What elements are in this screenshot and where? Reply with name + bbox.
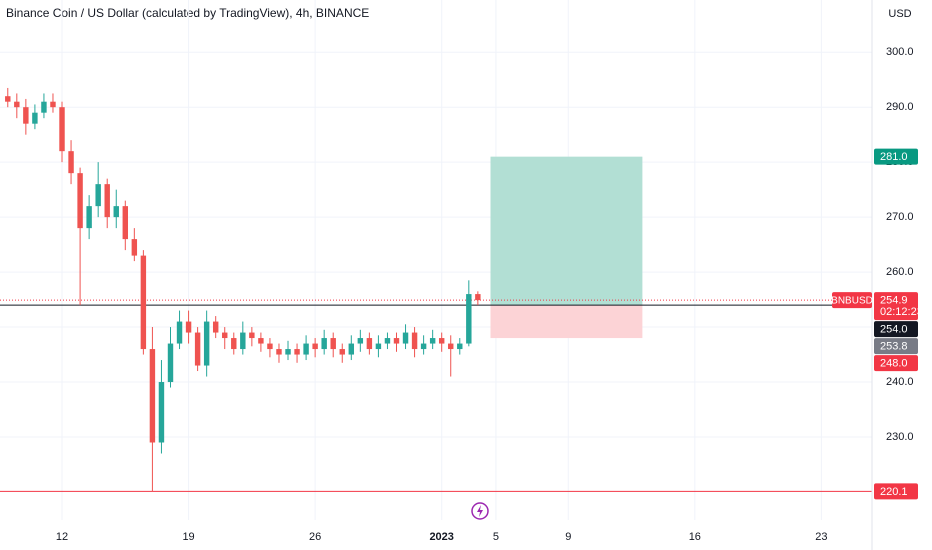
candle-body — [68, 151, 74, 174]
x-tick-label: 2023 — [429, 531, 453, 543]
candle-body — [294, 349, 300, 355]
candle-body — [86, 206, 92, 229]
candle-body — [158, 382, 165, 443]
candle-body — [41, 101, 47, 113]
candle-body — [167, 343, 174, 383]
candle-body — [375, 343, 382, 350]
stop-zone — [490, 305, 643, 339]
price-tag-label: 254.0 — [880, 324, 908, 336]
candle-body — [285, 349, 291, 355]
candle-body — [429, 338, 436, 344]
candle-body — [420, 343, 427, 350]
x-tick-label: 16 — [689, 531, 701, 543]
price-tag — [874, 355, 918, 372]
candle-body — [276, 349, 282, 355]
x-tick-label: 12 — [56, 531, 68, 543]
y-tick-label: 270.0 — [886, 211, 914, 223]
candle-body — [303, 343, 309, 355]
price-tag-label: 248.0 — [880, 358, 908, 370]
price-tag — [874, 321, 918, 338]
candle-body — [185, 321, 192, 333]
candle-body — [457, 343, 463, 350]
candle-body — [267, 343, 273, 350]
candle-body — [402, 332, 409, 344]
candle-body — [339, 349, 345, 355]
candle-body — [231, 338, 237, 350]
x-tick-label: 5 — [493, 531, 499, 543]
price-axis: 230.0240.0250.0260.0270.0280.0290.0300.0… — [56, 0, 923, 550]
candle-body — [194, 332, 201, 366]
candle-body — [240, 332, 246, 350]
candle-body — [330, 338, 336, 350]
price-tag-label: 220.1 — [880, 486, 908, 498]
candle-body — [312, 343, 318, 350]
candle-body — [258, 338, 264, 344]
candle-body — [203, 321, 210, 366]
candle-body — [59, 107, 65, 152]
candle-body — [149, 349, 156, 443]
candle-body — [348, 343, 355, 355]
candle-body — [14, 101, 20, 108]
candle-body — [113, 206, 119, 218]
y-tick-label: 230.0 — [886, 431, 914, 443]
candle-body — [448, 343, 454, 350]
candle-body — [475, 294, 481, 301]
symbol-tag — [832, 292, 872, 309]
x-tick-label: 26 — [309, 531, 321, 543]
x-tick-label: 9 — [565, 531, 571, 543]
price-tag — [874, 483, 918, 500]
grid — [0, 0, 872, 520]
candle-body — [321, 338, 327, 350]
candle-body — [131, 239, 138, 256]
price-tag — [874, 148, 918, 165]
candle-body — [393, 338, 400, 344]
candle-body — [466, 294, 472, 344]
candle-body — [104, 184, 110, 218]
candle-body — [249, 332, 255, 339]
y-tick-label: 290.0 — [886, 101, 914, 113]
candle-body — [95, 184, 101, 207]
candle-body — [5, 96, 11, 102]
candle-body — [366, 338, 373, 350]
candle-body — [212, 321, 219, 333]
candle-body — [77, 173, 83, 229]
price-tag-label: 281.0 — [880, 151, 908, 163]
y-tick-label: 300.0 — [886, 46, 914, 58]
candle-body — [32, 112, 38, 124]
price-tag — [874, 338, 918, 355]
candle-body — [222, 332, 228, 339]
candle-body — [176, 321, 183, 344]
candle-body — [411, 332, 418, 350]
x-tick-label: 19 — [182, 531, 194, 543]
price-tag — [874, 292, 918, 321]
candle-body — [384, 338, 391, 344]
candle-body — [438, 338, 445, 344]
chart-title: Binance Coin / US Dollar (calculated by … — [6, 6, 369, 20]
event-icon[interactable] — [471, 502, 489, 520]
currency-label: USD — [888, 8, 911, 20]
candle-body — [357, 338, 364, 344]
y-tick-label: 260.0 — [886, 266, 914, 278]
price-tag-label: 254.9 — [880, 295, 908, 307]
target-zone — [490, 156, 643, 306]
candle-body — [50, 101, 56, 108]
symbol-tag-label: BNBUSD — [831, 295, 873, 306]
price-tag-label: 253.8 — [880, 341, 908, 353]
plot — [0, 87, 872, 492]
candle-body — [140, 255, 147, 350]
y-tick-label: 240.0 — [886, 376, 914, 388]
countdown: 02:12:23 — [880, 306, 923, 318]
x-tick-label: 23 — [815, 531, 827, 543]
candle-body — [23, 107, 29, 124]
candle-body — [122, 206, 129, 240]
